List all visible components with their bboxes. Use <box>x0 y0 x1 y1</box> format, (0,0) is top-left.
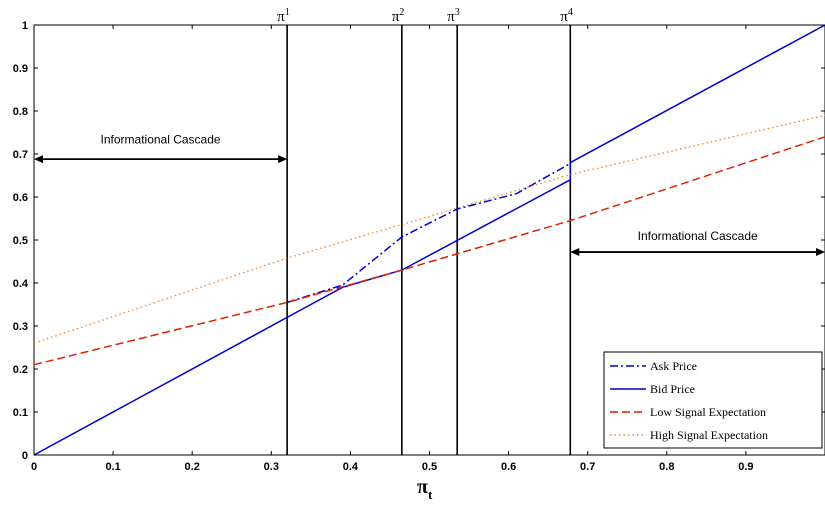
legend-box <box>603 351 823 449</box>
legend-label-3: Low Signal Expectation <box>650 405 766 419</box>
x-axis-label: πt <box>417 476 433 502</box>
legend: Ask Price Bid Price Low Signal Expectation… <box>603 351 823 449</box>
legend-label-1: Ask Price <box>650 359 697 373</box>
y-tick-label-1: 0.1 <box>13 407 28 419</box>
x-tick-label-3: 0.3 <box>264 461 279 473</box>
x-tick-label-7: 0.7 <box>580 461 595 473</box>
series-group <box>33 24 825 456</box>
vertical-line-label-4: π4 <box>560 7 573 25</box>
x-tick-label-0: 0 <box>31 461 37 473</box>
x-tick-label-5: 0.5 <box>422 461 437 473</box>
vertical-line-label-pi: π <box>447 9 455 25</box>
x-axis-label-main: π <box>417 476 428 498</box>
annotation-arrowhead-left-2 <box>570 248 580 257</box>
annotation-arrowhead-right-2 <box>816 248 825 257</box>
vertical-line-label-2: π2 <box>392 7 405 25</box>
vertical-line-label-sup: 4 <box>568 7 573 18</box>
annotation-label-2: Informational Cascade <box>638 229 758 243</box>
vertical-line-label-pi: π <box>392 9 400 25</box>
vertical-line-label-3: π3 <box>447 7 460 25</box>
y-axis-ticks: 0 0.1 0.2 0.3 0.4 0.5 0.6 0.7 0.8 0.9 1 <box>13 20 825 462</box>
legend-label-4: High Signal Expectation <box>650 428 768 442</box>
vertical-lines: π1 π2 π3 π4 <box>277 7 573 455</box>
x-tick-label-1: 0.1 <box>105 461 120 473</box>
y-tick-label-6: 0.6 <box>13 192 28 204</box>
y-tick-label-0: 0 <box>22 450 28 462</box>
vertical-line-label-sup: 1 <box>285 7 290 18</box>
y-tick-label-7: 0.7 <box>13 149 28 161</box>
x-tick-label-2: 0.2 <box>185 461 200 473</box>
series-line-3 <box>33 136 825 366</box>
x-tick-label-8: 0.8 <box>659 461 674 473</box>
x-axis-ticks: 0 0.1 0.2 0.3 0.4 0.5 0.6 0.7 0.8 0.9 <box>31 25 754 473</box>
y-tick-label-5: 0.5 <box>13 235 28 247</box>
series-line-1 <box>286 162 571 304</box>
annotation-arrowhead-left-1 <box>34 155 43 164</box>
y-tick-label-8: 0.8 <box>13 106 28 118</box>
vertical-line-label-pi: π <box>560 9 568 25</box>
x-tick-label-9: 0.9 <box>738 461 753 473</box>
x-tick-label-4: 0.4 <box>343 461 359 473</box>
annotation-label-1: Informational Cascade <box>101 132 221 146</box>
y-tick-label-4: 0.4 <box>13 278 29 290</box>
y-tick-label-2: 0.2 <box>13 364 28 376</box>
vertical-line-label-sup: 3 <box>455 7 460 18</box>
annotations-group: Informational Cascade Informational Casca… <box>34 132 825 257</box>
x-axis-label-sub: t <box>428 487 433 502</box>
y-tick-label-3: 0.3 <box>13 321 28 333</box>
vertical-line-label-pi: π <box>277 9 285 25</box>
series-line-4 <box>33 114 825 344</box>
legend-label-2: Bid Price <box>650 382 695 396</box>
annotation-arrowhead-right-1 <box>278 155 288 164</box>
y-tick-label-10: 1 <box>22 20 28 32</box>
x-tick-label-6: 0.6 <box>501 461 516 473</box>
vertical-line-label-1: π1 <box>277 7 290 25</box>
y-tick-label-9: 0.9 <box>13 63 28 75</box>
vertical-line-label-sup: 2 <box>399 7 404 18</box>
